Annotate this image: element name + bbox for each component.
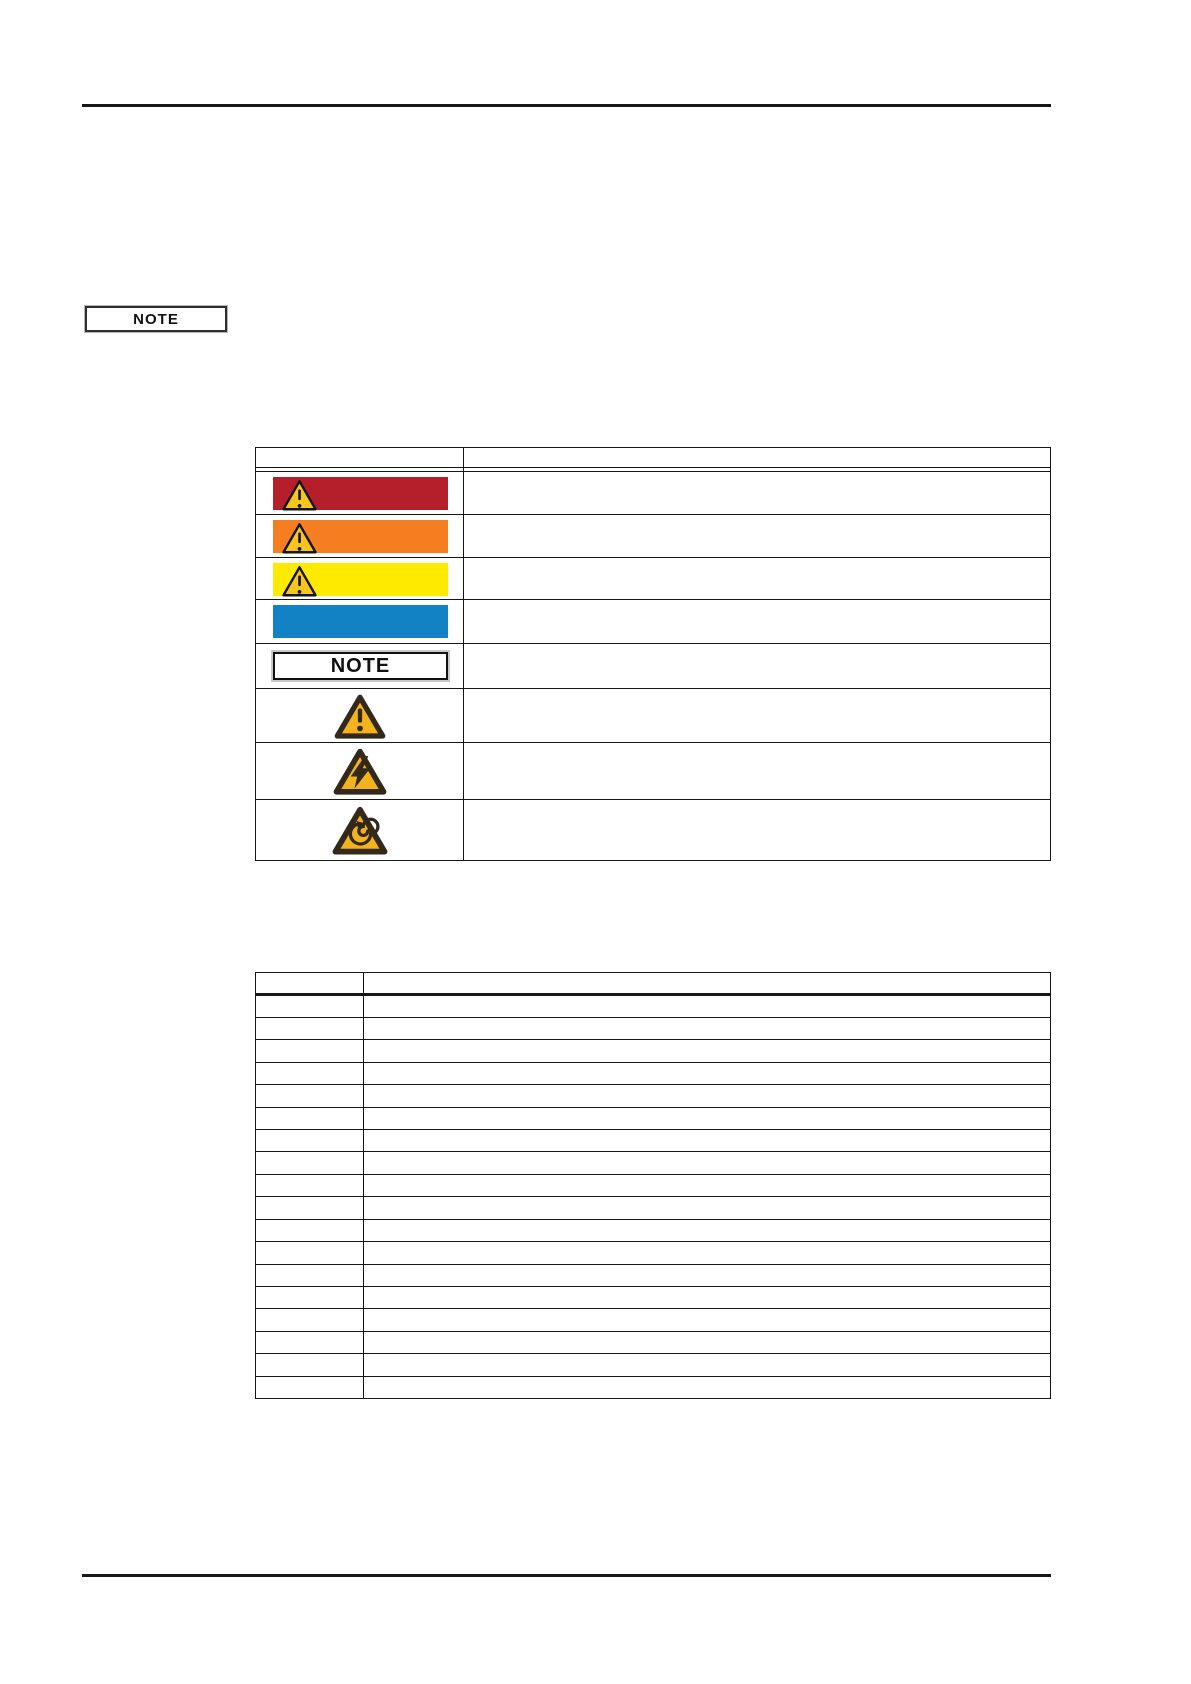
abbreviations-table [255, 972, 1051, 1399]
table-row [256, 1354, 1050, 1377]
danger-banner [273, 477, 448, 511]
header-cell [464, 448, 1050, 467]
notice-banner [273, 605, 448, 638]
electrical-hazard-triangle-icon [333, 748, 386, 795]
table-row [256, 1017, 1050, 1041]
margin-note-box: NOTE [84, 305, 228, 333]
warning-triangle-icon [282, 566, 317, 597]
description-cell [464, 743, 1050, 799]
automatic-start-triangle-icon [332, 806, 387, 855]
caution-banner [273, 563, 448, 597]
meaning-cell [364, 1197, 1050, 1218]
table-row-warning [256, 515, 1050, 558]
table-row [256, 1174, 1050, 1198]
description-cell [464, 644, 1050, 688]
abbreviation-cell [256, 1197, 364, 1219]
table-row [256, 1062, 1050, 1086]
table-row [256, 1219, 1050, 1243]
warning-triangle-icon [282, 480, 317, 511]
table-row [256, 1152, 1050, 1175]
table-row-note: NOTE [256, 644, 1050, 689]
meaning-cell [364, 1063, 1050, 1084]
abbreviation-cell [256, 1040, 364, 1062]
table-row-electrical-hazard [256, 743, 1050, 800]
meaning-cell [364, 996, 1050, 1017]
top-rule [82, 104, 1051, 107]
meaning-cell [364, 1175, 1050, 1196]
note-signal-box: NOTE [271, 650, 450, 682]
bottom-rule [82, 1574, 1051, 1577]
abbreviations-header-row [256, 973, 1050, 996]
table-row-caution [256, 558, 1050, 600]
abbreviation-cell [256, 1219, 364, 1242]
description-cell [464, 558, 1050, 599]
warning-triangle-icon [282, 523, 317, 554]
symbols-table: NOTE [255, 447, 1051, 861]
description-cell [464, 515, 1050, 557]
table-row [256, 1309, 1050, 1332]
table-row-general-warning [256, 689, 1050, 743]
table-row [256, 1264, 1050, 1287]
meaning-cell [364, 1040, 1050, 1061]
description-cell [464, 689, 1050, 742]
table-row-automatic-start [256, 800, 1050, 860]
header-cell [364, 973, 1050, 993]
abbreviation-cell [256, 995, 364, 1017]
meaning-cell [364, 1332, 1050, 1353]
table-row-notice [256, 600, 1050, 644]
meaning-cell [364, 1354, 1050, 1375]
meaning-cell [364, 1287, 1050, 1308]
meaning-cell [364, 1309, 1050, 1330]
abbreviation-cell [256, 1331, 364, 1354]
meaning-cell [364, 1108, 1050, 1129]
table-row [256, 1197, 1050, 1220]
description-cell [464, 600, 1050, 643]
table-row [256, 1331, 1050, 1355]
table-row [256, 1085, 1050, 1108]
meaning-cell [364, 1220, 1050, 1241]
meaning-cell [364, 1242, 1050, 1263]
general-warning-triangle-icon [334, 694, 385, 739]
meaning-cell [364, 1085, 1050, 1106]
meaning-cell [364, 1152, 1050, 1173]
table-row [256, 1130, 1050, 1153]
table-row [256, 1107, 1050, 1131]
abbreviation-cell [256, 1309, 364, 1331]
abbreviation-cell [256, 1085, 364, 1107]
table-row [256, 1040, 1050, 1063]
abbreviation-cell [256, 1062, 364, 1085]
abbreviation-cell [256, 1152, 364, 1174]
description-cell [464, 472, 1050, 514]
abbreviation-cell [256, 1376, 364, 1399]
symbols-table-header-row [256, 448, 1050, 468]
abbreviation-cell [256, 1242, 364, 1264]
table-row [256, 1242, 1050, 1265]
header-cell [256, 448, 464, 467]
table-row [256, 995, 1050, 1018]
abbreviation-cell [256, 1264, 364, 1286]
abbreviation-cell [256, 1107, 364, 1130]
table-row-danger [256, 472, 1050, 515]
abbreviations-body [256, 995, 1050, 1399]
abbreviation-cell [256, 1130, 364, 1152]
abbreviation-cell [256, 1286, 364, 1309]
margin-note-label: NOTE [133, 310, 179, 328]
meaning-cell [364, 1377, 1050, 1398]
table-row [256, 1376, 1050, 1399]
meaning-cell [364, 1018, 1050, 1039]
description-cell [464, 800, 1050, 860]
note-signal-label: NOTE [330, 654, 391, 677]
header-cell [256, 973, 364, 993]
abbreviation-cell [256, 1174, 364, 1197]
warning-banner [273, 520, 448, 554]
abbreviation-cell [256, 1017, 364, 1040]
table-row [256, 1286, 1050, 1310]
meaning-cell [364, 1265, 1050, 1286]
meaning-cell [364, 1130, 1050, 1151]
double-line-spacer [256, 468, 1050, 472]
abbreviation-cell [256, 1354, 364, 1376]
